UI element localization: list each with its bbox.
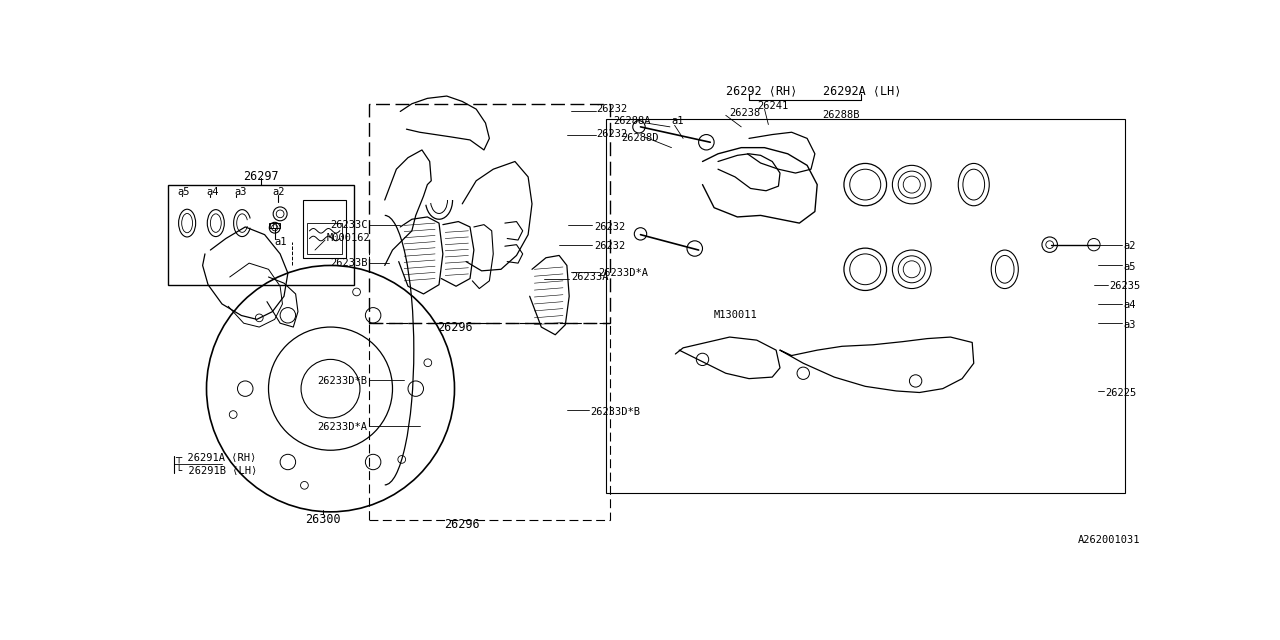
Text: 26296: 26296 [436,321,472,333]
Text: 26233D*B: 26233D*B [590,407,640,417]
Text: A262001031: A262001031 [1078,535,1140,545]
Bar [605,119,1125,493]
Text: a3: a3 [234,188,247,197]
Text: 26232: 26232 [596,129,627,139]
Text: a4: a4 [1124,301,1135,310]
Text: └ 26291B ⟨LH⟩: └ 26291B ⟨LH⟩ [175,466,257,476]
Text: a2: a2 [1124,241,1135,251]
Text: 26233D*B: 26233D*B [317,376,367,386]
Text: 26232: 26232 [594,241,625,251]
Bar [369,323,609,520]
Text: 26288A: 26288A [613,116,650,127]
Text: 26292A ⟨LH⟩: 26292A ⟨LH⟩ [823,84,901,97]
Text: a4: a4 [206,188,219,197]
Text: 26288B: 26288B [823,110,860,120]
Text: 26235: 26235 [1110,281,1140,291]
Text: a5: a5 [177,188,189,197]
Text: ┬ 26291A ⟨RH⟩: ┬ 26291A ⟨RH⟩ [175,452,257,463]
Text: 26233B: 26233B [330,258,367,268]
Text: 26233D*A: 26233D*A [317,422,367,432]
Bar [303,200,346,258]
Text: 26233C: 26233C [330,220,367,230]
Text: 26238: 26238 [730,108,760,118]
Text: a5: a5 [1124,262,1135,272]
Text: 26232: 26232 [594,222,625,232]
Bar [168,184,353,285]
Bar [307,223,342,254]
Text: M000162: M000162 [326,234,370,243]
Text: 26292 ⟨RH⟩: 26292 ⟨RH⟩ [726,84,797,97]
Bar [369,104,609,323]
Text: 26233D*A: 26233D*A [598,268,648,278]
Text: 26297: 26297 [243,170,279,184]
Text: 26296: 26296 [444,518,480,531]
Text: a2: a2 [273,188,285,197]
Text: a3: a3 [1124,320,1135,330]
Text: 26288D: 26288D [621,133,659,143]
Text: 26225: 26225 [1106,387,1137,397]
Bar [269,223,280,228]
Text: a1: a1 [672,116,684,127]
Text: 26241: 26241 [756,101,788,111]
Text: M130011: M130011 [714,310,758,321]
Text: 26300: 26300 [305,513,340,526]
Text: 26233A: 26233A [571,272,608,282]
Text: 26232: 26232 [596,104,627,114]
Text: a1: a1 [275,237,287,247]
